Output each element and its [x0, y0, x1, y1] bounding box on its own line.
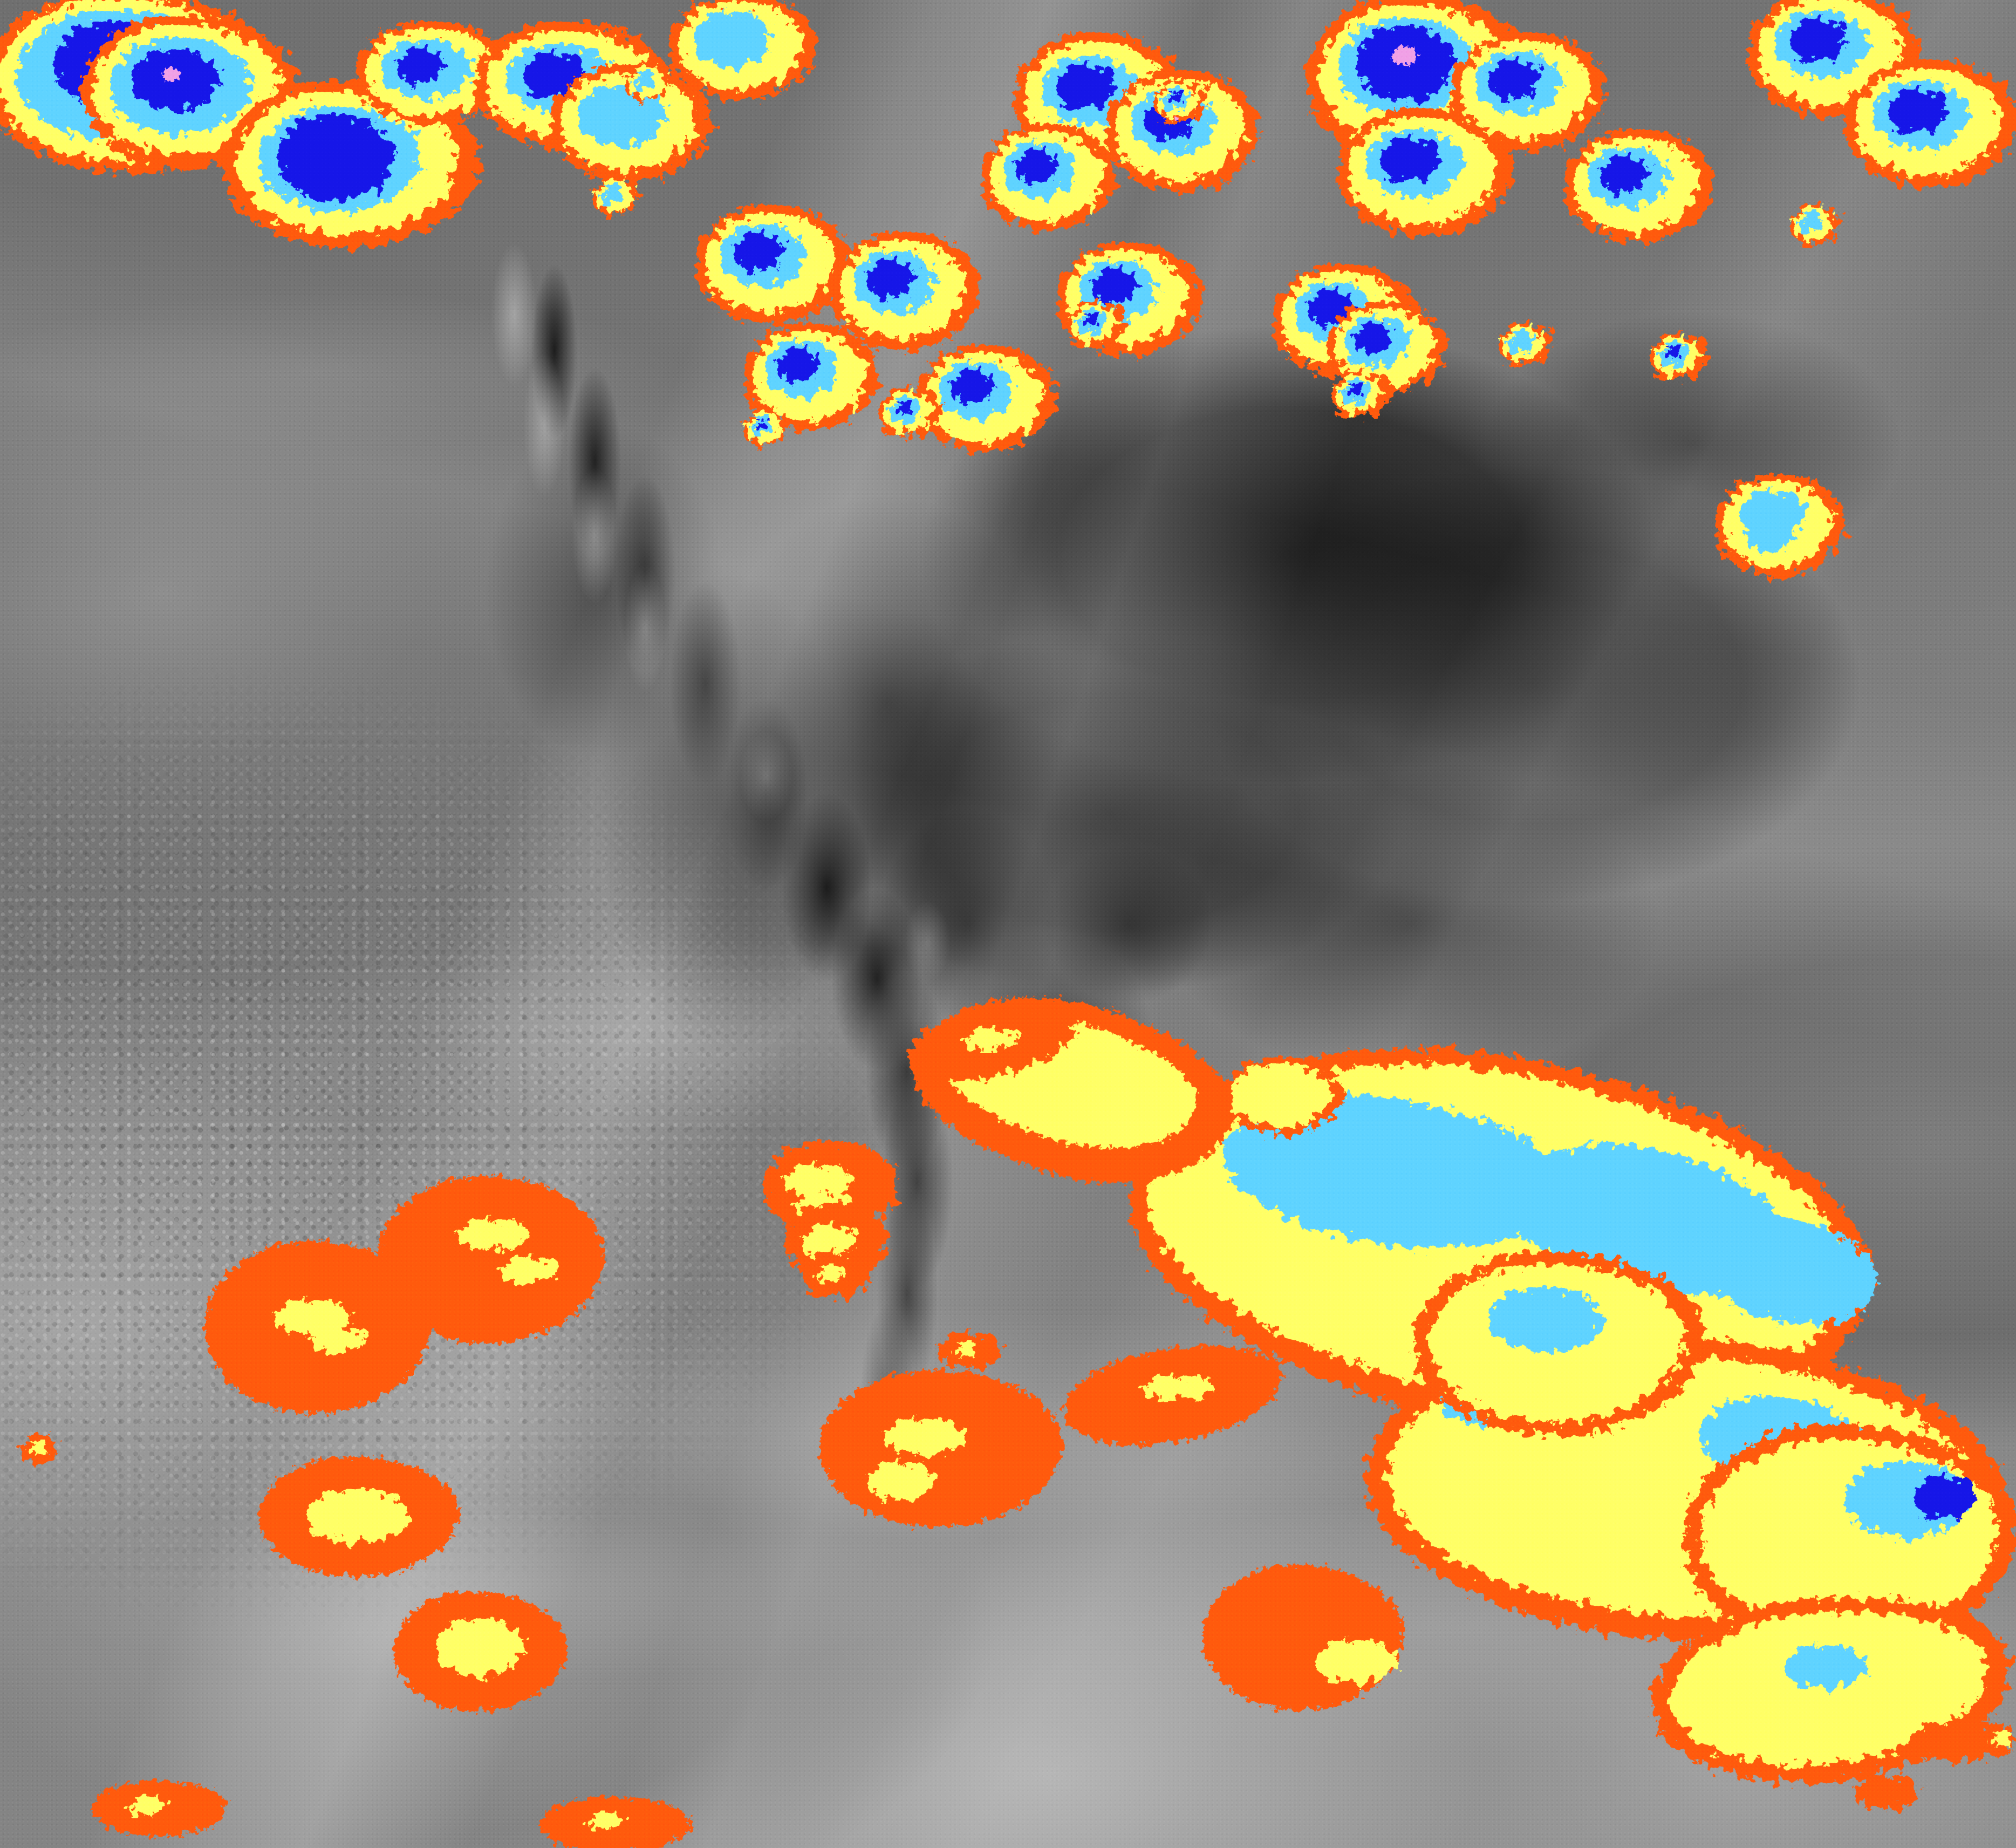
south-ocean-cluster-e [92, 1781, 232, 1840]
pacific-low-convection-c [1203, 1565, 1408, 1716]
itcz-cell-w [1327, 302, 1451, 399]
south-ocean-cluster-f [539, 1797, 696, 1848]
itcz-cell-p [1845, 59, 2016, 194]
south-ocean-cluster-b [378, 1176, 610, 1349]
itcz-cell-q [696, 205, 858, 329]
right-edge-cell-a [1910, 1721, 2016, 1764]
sacz-detached-cell [1225, 1058, 1349, 1138]
itcz-cell-small-6 [626, 65, 674, 103]
itcz-cell-t [917, 345, 1063, 459]
itcz-cell-small-1 [879, 388, 944, 440]
itcz-cell-n [1564, 129, 1721, 248]
pacific-low-convection-b [1056, 1330, 1290, 1461]
itcz-cell-m [1451, 32, 1613, 156]
andean-convection-c [804, 1252, 874, 1300]
atlantic-isolated-cell [1716, 475, 1850, 583]
itcz-cell-small-8 [744, 410, 790, 448]
right-edge-cell-b [1856, 1775, 1921, 1813]
itcz-cell-small-10 [1791, 205, 1842, 247]
south-ocean-cluster-g [22, 1435, 59, 1465]
itcz-cell-c [221, 81, 491, 259]
itcz-cell-small-7 [593, 178, 642, 217]
itcz-cell-small-2 [1068, 302, 1127, 351]
itcz-cell-small-3 [1332, 372, 1392, 421]
itcz-cell-small-9 [1651, 335, 1710, 383]
sacz-lower-right-mass-2 [1642, 1578, 2016, 1799]
andean-convection-d [901, 992, 1084, 1093]
itcz-cell-small-4 [1500, 324, 1554, 367]
itcz-cell-small-5 [1154, 81, 1208, 124]
itcz-cell-g [669, 0, 825, 108]
sacz-mid-right-mass [1413, 1252, 1716, 1446]
pacific-low-convection-d [939, 1333, 1003, 1370]
itcz-cell-r [831, 232, 987, 356]
itcz-cell-j [982, 124, 1122, 237]
itcz-cell-b [81, 16, 307, 178]
south-ocean-cluster-d [394, 1592, 572, 1716]
pacific-low-convection-a [820, 1370, 1068, 1532]
south-ocean-cluster-c [259, 1457, 464, 1581]
itcz-cell-s [744, 324, 885, 437]
